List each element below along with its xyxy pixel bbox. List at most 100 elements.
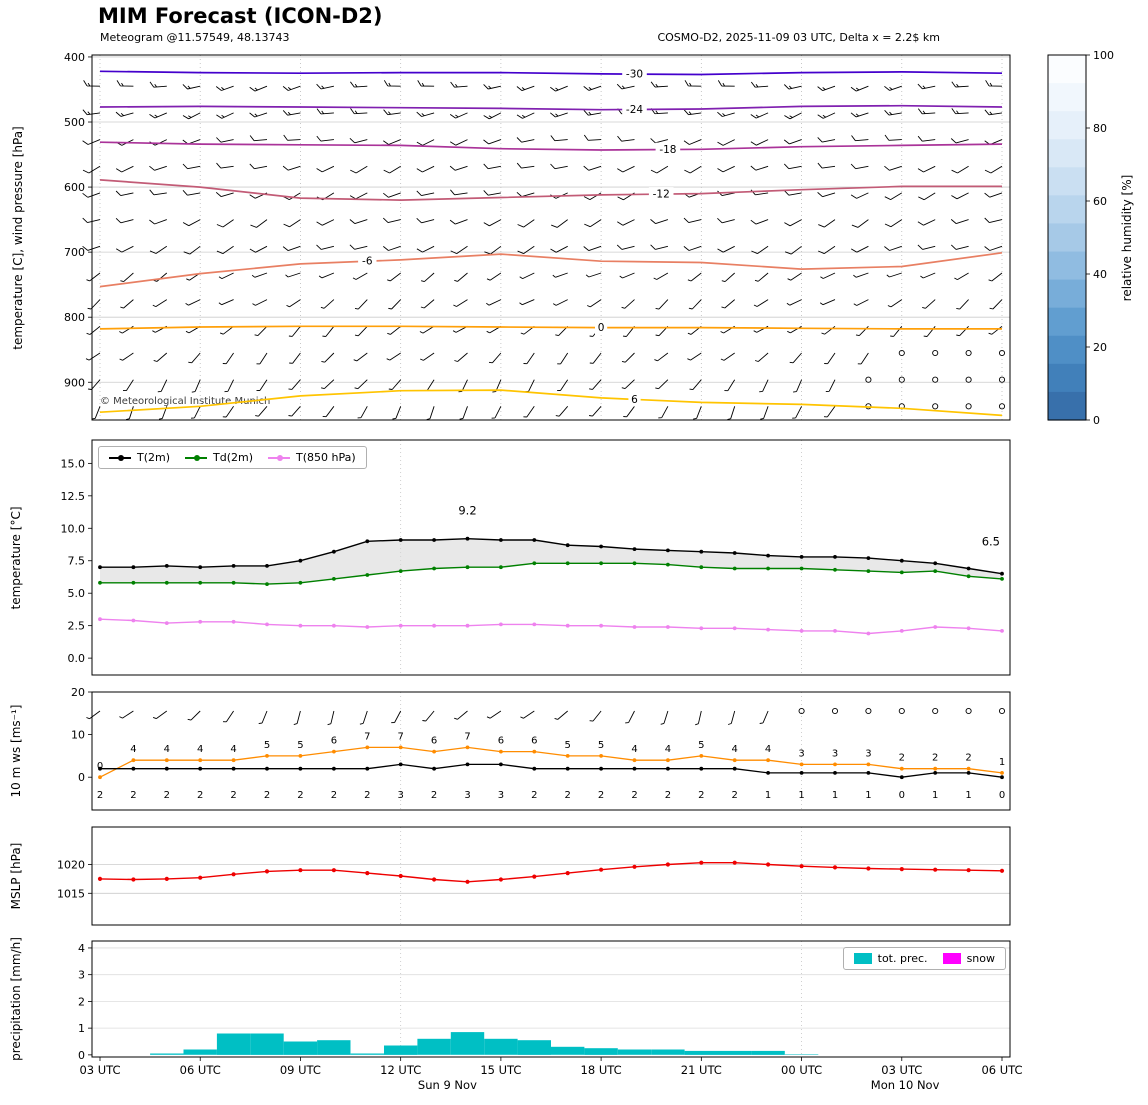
svg-text:6: 6 [498, 736, 504, 747]
svg-text:2: 2 [899, 753, 905, 764]
svg-text:10: 10 [71, 729, 85, 742]
svg-text:2: 2 [97, 790, 103, 801]
svg-text:0: 0 [97, 761, 103, 772]
colorbar-label: relative humidity [%] [1120, 175, 1134, 302]
svg-text:21 UTC: 21 UTC [681, 1063, 722, 1077]
svg-text:1: 1 [865, 790, 871, 801]
svg-text:18 UTC: 18 UTC [581, 1063, 622, 1077]
svg-text:00 UTC: 00 UTC [781, 1063, 822, 1077]
location-subtitle: Meteogram @11.57549, 48.13743 [100, 31, 290, 44]
model-run-info: COSMO-D2, 2025-11-09 03 UTC, Delta x = 2… [657, 31, 940, 44]
svg-text:0: 0 [78, 771, 85, 784]
t850-line-swatch [268, 454, 291, 461]
svg-text:15.0: 15.0 [61, 457, 86, 470]
svg-text:2: 2 [297, 790, 303, 801]
svg-text:100: 100 [1093, 49, 1114, 62]
svg-text:4: 4 [197, 744, 203, 755]
svg-text:0: 0 [78, 1049, 85, 1062]
svg-text:1020: 1020 [57, 858, 85, 871]
svg-text:0: 0 [899, 790, 905, 801]
svg-text:2: 2 [264, 790, 270, 801]
surface-wind-barbs [86, 707, 1006, 726]
svg-text:6: 6 [331, 736, 337, 747]
svg-text:1: 1 [765, 790, 771, 801]
svg-text:2: 2 [565, 790, 571, 801]
svg-text:40: 40 [1093, 268, 1107, 281]
svg-text:3: 3 [798, 748, 804, 759]
svg-text:0: 0 [1093, 414, 1100, 427]
svg-text:2: 2 [698, 790, 704, 801]
svg-text:4: 4 [230, 744, 236, 755]
svg-text:2: 2 [531, 790, 537, 801]
svg-text:9.2: 9.2 [458, 504, 476, 518]
legend-label-snow: snow [966, 952, 995, 965]
svg-text:03 UTC: 03 UTC [881, 1063, 922, 1077]
svg-text:5: 5 [598, 740, 604, 751]
svg-text:1015: 1015 [57, 887, 85, 900]
svg-text:900: 900 [64, 376, 85, 389]
svg-text:4: 4 [164, 744, 170, 755]
svg-text:20: 20 [71, 686, 85, 699]
svg-text:60: 60 [1093, 195, 1107, 208]
svg-text:0: 0 [598, 322, 605, 334]
svg-text:3: 3 [498, 790, 504, 801]
svg-text:7.5: 7.5 [68, 555, 86, 568]
svg-text:09 UTC: 09 UTC [280, 1063, 321, 1077]
svg-text:5: 5 [297, 740, 303, 751]
svg-text:2: 2 [431, 790, 437, 801]
svg-text:3: 3 [832, 748, 838, 759]
upper-air-yticks: 400 500 600 700 800 900 [64, 51, 92, 389]
legend-label-td2m: Td(2m) [213, 451, 254, 464]
t2m-marker-dot [118, 454, 124, 461]
svg-text:06 UTC: 06 UTC [981, 1063, 1022, 1077]
humidity-colorbar: 0 20 40 60 80 100 [1047, 49, 1114, 427]
svg-text:2: 2 [164, 790, 170, 801]
wind-panel: 0 4 4 4 4 5 5 6 7 7 6 7 6 6 5 5 4 4 5 4 4 3 3 3 2 2 2 1 2 2 2 2 2 2 2 2 2 3 2 3… [71, 686, 1011, 811]
totprec-swatch [853, 953, 872, 964]
svg-text:4: 4 [665, 744, 671, 755]
svg-text:1: 1 [832, 790, 838, 801]
svg-text:2: 2 [965, 753, 971, 764]
svg-text:-30: -30 [626, 69, 643, 81]
svg-text:12 UTC: 12 UTC [380, 1063, 421, 1077]
svg-text:400: 400 [64, 51, 85, 64]
svg-text:4: 4 [631, 744, 637, 755]
svg-text:700: 700 [64, 246, 85, 259]
svg-text:7: 7 [364, 731, 370, 742]
svg-text:4: 4 [765, 744, 771, 755]
svg-text:10.0: 10.0 [61, 522, 86, 535]
svg-text:0.0: 0.0 [68, 652, 86, 665]
temperature-contours: -30 -24 -18 -12 -6 0 6 [99, 67, 1003, 417]
mslp-ylabel: MSLP [hPa] [9, 843, 23, 910]
svg-text:12.5: 12.5 [61, 490, 86, 503]
upper-air-panel [91, 54, 1011, 421]
precipitation-legend: tot. prec. snow [842, 947, 1006, 970]
legend-label-totprec: tot. prec. [877, 952, 928, 965]
svg-text:80: 80 [1093, 122, 1107, 135]
svg-text:20: 20 [1093, 341, 1107, 354]
page-title: MIM Forecast (ICON-D2) [98, 4, 383, 28]
svg-text:2: 2 [732, 790, 738, 801]
svg-text:15 UTC: 15 UTC [480, 1063, 521, 1077]
upper-air-ylabel: temperature [C], wind pressure [hPa] [11, 126, 25, 349]
snow-swatch [942, 953, 961, 964]
svg-text:500: 500 [64, 116, 85, 129]
svg-text:3: 3 [398, 790, 404, 801]
wind-barbs-grid [82, 80, 1006, 420]
svg-text:4: 4 [130, 744, 136, 755]
svg-text:Sun 9 Nov: Sun 9 Nov [418, 1078, 477, 1092]
svg-text:600: 600 [64, 181, 85, 194]
mslp-panel: 1015 1020 [57, 826, 1011, 926]
legend-item-snow: snow [942, 952, 995, 965]
temperature-panel: 9.2 6.5 0.0 2.5 5.0 7.5 10.0 12.5 15.0 [61, 439, 1011, 676]
svg-text:1: 1 [932, 790, 938, 801]
svg-text:1: 1 [999, 757, 1005, 768]
svg-text:2: 2 [331, 790, 337, 801]
td2m-line-swatch [185, 454, 208, 461]
svg-text:03 UTC: 03 UTC [79, 1063, 120, 1077]
svg-text:1: 1 [965, 790, 971, 801]
svg-text:5.0: 5.0 [68, 587, 86, 600]
svg-text:2: 2 [665, 790, 671, 801]
